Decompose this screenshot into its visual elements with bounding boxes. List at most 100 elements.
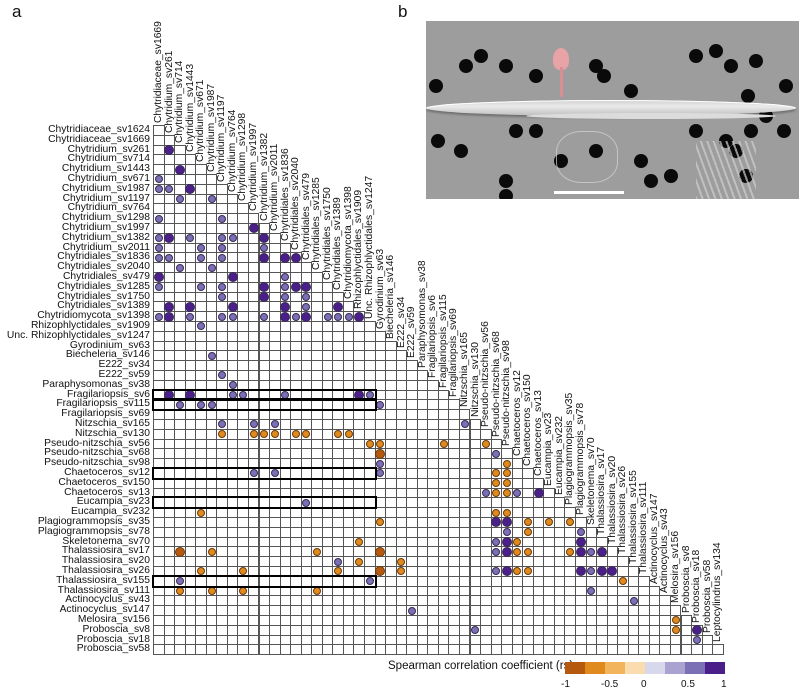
filter-pore [474, 49, 488, 63]
positive-correlation-dot [154, 185, 163, 194]
positive-correlation-dot [218, 283, 227, 292]
negative-correlation-dot [502, 459, 511, 468]
column-label: Chytridium_sv1197 [216, 94, 228, 182]
row-label: Chaetoceros_sv150 [58, 476, 150, 488]
row-label: Fragilariopsis_sv69 [61, 408, 150, 420]
row-label: Fragilariopsis_sv115 [56, 398, 150, 410]
negative-correlation-dot [334, 430, 343, 439]
panel-b-label: b [398, 2, 408, 21]
row-label: Plagiogrammopsis_sv78 [37, 525, 150, 537]
row-label: Proboscia_sv58 [76, 643, 150, 655]
row-label: Proboscia_sv18 [76, 633, 150, 645]
positive-correlation-dot [607, 566, 618, 577]
legend-swatch [605, 662, 625, 674]
row-label: Nitzschia_sv165 [75, 418, 150, 429]
negative-correlation-dot [260, 430, 269, 439]
filter-pore [499, 189, 513, 199]
positive-correlation-dot [260, 244, 269, 252]
legend-tick: -1 [561, 679, 570, 690]
highlighted-row-box [152, 574, 377, 588]
positive-correlation-dot [407, 606, 416, 615]
row-label: Chytridium_sv2011 [62, 241, 150, 253]
negative-correlation-dot [270, 430, 279, 439]
debris-fibers-2 [556, 131, 618, 183]
negative-correlation-dot [502, 469, 511, 478]
negative-correlation-dot [365, 440, 374, 448]
positive-correlation-dot [175, 577, 184, 586]
filter-pore [499, 59, 513, 73]
positive-correlation-dot [249, 469, 258, 478]
filter-pore [459, 59, 473, 73]
positive-correlation-dot [691, 625, 702, 636]
positive-correlation-dot [153, 272, 164, 283]
positive-correlation-dot [576, 528, 585, 537]
column-label: Pseudo-nitzschia_sv56 [480, 320, 492, 427]
negative-correlation-dot [376, 440, 385, 448]
filter-pore [709, 44, 723, 58]
highlighted-row-box [152, 467, 377, 480]
filter-pore [744, 124, 758, 138]
positive-correlation-dot [218, 214, 227, 223]
positive-correlation-dot [492, 567, 501, 576]
row-label: Chytridiales_sv1285 [57, 280, 150, 292]
positive-correlation-dot [164, 301, 175, 312]
row-label: Chytridiales_sv1389 [57, 300, 150, 312]
row-label: Chytridiaceae_sv1624 [48, 124, 150, 135]
positive-correlation-dot [260, 312, 269, 321]
negative-correlation-dot [313, 547, 322, 556]
negative-correlation-dot [207, 587, 216, 595]
negative-correlation-dot [513, 538, 522, 546]
negative-correlation-dot [492, 508, 501, 517]
filter-pore [624, 84, 638, 98]
negative-correlation-dot [671, 616, 680, 625]
negative-correlation-dot [344, 430, 353, 439]
column-label: Unc. Rhizophlyctidales_sv1247 [364, 175, 375, 319]
column-label: Chytridiales_sv1389 [332, 196, 344, 290]
positive-correlation-dot [207, 263, 216, 272]
positive-correlation-dot [492, 538, 501, 546]
highlighted-row-box [152, 398, 377, 412]
column-label: Melosira_sv156 [669, 531, 681, 604]
positive-correlation-dot [281, 283, 290, 292]
row-label: Actinocyclus_sv147 [59, 604, 150, 616]
column-label: Chytridium_sv1382 [258, 132, 270, 221]
positive-correlation-dot [218, 234, 227, 243]
negative-correlation-dot [492, 479, 501, 488]
chytrid-sporangium [553, 48, 569, 70]
positive-correlation-dot [218, 312, 227, 321]
negative-correlation-dot [566, 547, 575, 556]
row-label: Chytridium_sv1382 [61, 231, 150, 243]
positive-correlation-dot [291, 312, 300, 321]
row-label: Unc. Rhizophlyctidales_sv1247 [6, 329, 150, 341]
legend-swatch [665, 662, 685, 674]
row-label: Chytridiaceae_sv1669 [48, 133, 150, 145]
positive-correlation-dot [481, 489, 490, 497]
column-label: Plagiogrammopsis_sv78 [575, 402, 586, 515]
row-label: Pseudo-nitzschia_sv68 [44, 447, 150, 459]
positive-correlation-dot [196, 283, 205, 292]
negative-correlation-dot [207, 547, 216, 556]
positive-correlation-dot [270, 420, 279, 429]
row-label: Thalassiosira_sv111 [57, 584, 150, 596]
diatom-frustule-lower [526, 113, 776, 119]
positive-correlation-dot [186, 234, 195, 243]
positive-correlation-dot [175, 195, 184, 203]
positive-correlation-dot [185, 301, 196, 312]
positive-correlation-dot [629, 596, 638, 605]
filter-pore [664, 169, 678, 183]
positive-correlation-dot [227, 272, 238, 283]
positive-correlation-dot [196, 244, 205, 252]
filter-pore [454, 144, 468, 158]
column-label: Chytridium_sv671 [195, 79, 207, 163]
column-label: Thalassiosira_sv17 [596, 446, 608, 535]
negative-correlation-dot [375, 566, 386, 577]
filter-pore [429, 79, 443, 93]
positive-correlation-dot [165, 185, 174, 194]
positive-correlation-dot [207, 195, 216, 203]
legend-swatch [685, 662, 705, 674]
positive-correlation-dot [280, 301, 291, 312]
filter-pore [431, 134, 445, 148]
positive-correlation-dot [575, 537, 586, 547]
positive-correlation-dot [154, 214, 163, 223]
positive-correlation-dot [344, 312, 353, 321]
